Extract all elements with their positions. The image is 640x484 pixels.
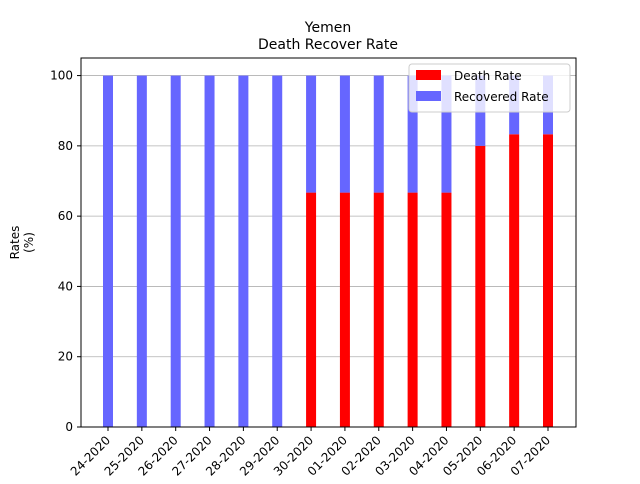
legend: Death Rate Recovered Rate [408,63,571,113]
chart-title: Yemen [304,20,351,36]
y-tick-label: 60 [58,209,73,223]
legend-box [408,63,571,113]
grid-layer [81,75,576,358]
legend-label: Death Rate [454,69,522,83]
bar-death-rate [306,192,317,427]
legend-swatch [416,70,441,80]
bar-death-rate [543,134,553,427]
chart-subtitle: Death Recover Rate [258,37,398,53]
legend-swatch [416,91,441,101]
bar-recovered-rate [339,75,350,193]
bar-recovered-rate [204,75,215,428]
y-tick-label: 0 [65,420,73,434]
bar-recovered-rate [407,75,418,193]
plot-frame [80,57,577,428]
bar-recovered-rate [136,75,147,428]
bars-layer [103,75,553,428]
y-axis-label-line: Rates [8,226,22,260]
bar-death-rate [339,192,350,427]
y-axis-label: Rates (%) [8,226,36,260]
bar-death-rate [441,192,452,427]
y-tick-label: 100 [50,69,73,83]
y-tick-label: 20 [58,350,73,364]
y-tick-label: 40 [58,279,73,293]
bar-recovered-rate [441,75,452,193]
bar-recovered-rate [272,75,283,428]
bar-recovered-rate [306,75,317,193]
y-axis-label-line: (%) [22,232,36,253]
bar-death-rate [475,145,486,427]
y-axis: 0 20 40 60 80 100 [50,69,81,434]
bar-death-rate [373,192,384,427]
x-axis: 24-202025-202026-202027-202028-202029-20… [68,427,553,479]
bar-death-rate [509,134,520,427]
y-tick-label: 80 [58,139,73,153]
bar-recovered-rate [238,75,249,428]
legend-label: Recovered Rate [454,90,549,104]
bar-death-rate [407,192,418,427]
bar-recovered-rate [373,75,384,193]
bar-recovered-rate [103,75,113,428]
bar-recovered-rate [170,75,181,428]
